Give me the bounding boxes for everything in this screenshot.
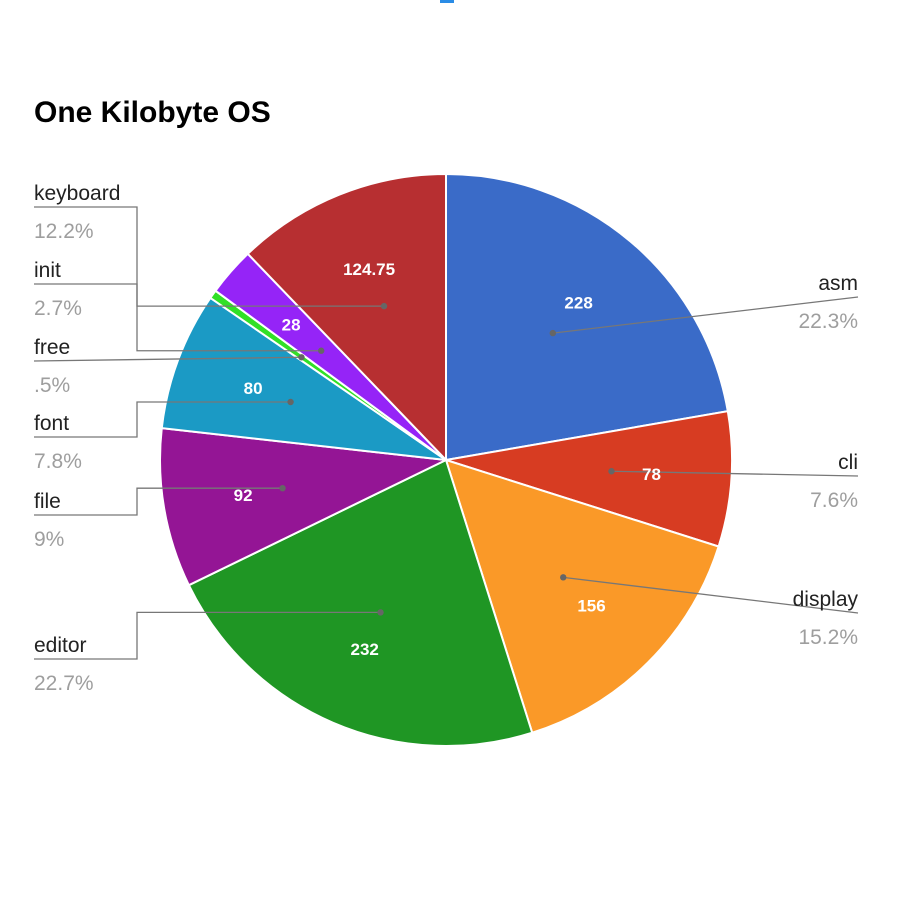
slice-value-label-keyboard: 124.75: [343, 260, 395, 279]
slice-value-label-font: 80: [244, 379, 263, 398]
category-label-asm: asm: [818, 272, 858, 295]
callout-line-cli: [611, 470, 859, 477]
slice-value-labels: 228 78 156 232 92 80 28 124.75: [234, 260, 661, 659]
category-label-editor: editor: [34, 634, 87, 657]
category-label-cli: cli: [838, 451, 858, 474]
callout-line-asm: [552, 296, 859, 334]
pie-slice-font[interactable]: [160, 296, 447, 461]
callout-dot-init: [318, 347, 325, 354]
percent-label-file: 9%: [34, 528, 64, 551]
percent-label-keyboard: 12.2%: [34, 220, 94, 243]
pie-slices: [159, 172, 733, 747]
slice-value-label-cli: 78: [642, 465, 661, 484]
callout-dot-file: [279, 484, 286, 492]
chart-title: One Kilobyte OS: [34, 96, 271, 129]
category-label-display: display: [793, 588, 859, 611]
callout-line-file: [34, 487, 283, 516]
category-label-init: init: [34, 259, 61, 282]
percent-label-font: 7.8%: [34, 450, 82, 473]
callout-line-init: [34, 283, 322, 352]
category-label-font: font: [34, 412, 69, 435]
callout-line-keyboard: [34, 206, 385, 307]
callout-dot-font: [287, 398, 294, 406]
category-label-free: free: [34, 336, 70, 359]
slice-value-label-asm: 228: [564, 293, 592, 312]
slice-value-label-init: 28: [282, 315, 301, 334]
callout-dot-cli: [608, 468, 615, 475]
pie-slice-cli[interactable]: [445, 410, 733, 548]
callout-dot-keyboard: [380, 302, 388, 310]
percent-label-asm: 22.3%: [798, 310, 858, 333]
callout-dot-free: [298, 354, 305, 361]
slice-value-label-editor: 232: [351, 640, 379, 659]
slice-value-label-file: 92: [234, 486, 253, 505]
pie-slice-asm[interactable]: [445, 172, 729, 462]
pie-slice-file[interactable]: [159, 427, 450, 587]
slice-value-label-display: 156: [577, 597, 605, 616]
callout-line-font: [34, 401, 291, 438]
callout-line-display: [563, 576, 859, 614]
callout-dot-editor: [377, 609, 384, 616]
percent-label-cli: 7.6%: [810, 489, 858, 512]
percent-label-init: 2.7%: [34, 297, 82, 320]
pie-slice-editor[interactable]: [187, 458, 534, 747]
pie-slice-display[interactable]: [444, 458, 720, 734]
top-accent-marker: [440, 0, 454, 3]
callout-dot-asm: [549, 329, 557, 337]
category-label-keyboard: keyboard: [34, 182, 120, 205]
callout-line-editor: [34, 611, 381, 660]
callout-dot-display: [560, 574, 567, 581]
callout-line-free: [33, 356, 302, 362]
percent-label-free: .5%: [34, 374, 70, 397]
pie-slice-keyboard[interactable]: [246, 172, 447, 463]
category-label-file: file: [34, 490, 61, 513]
callouts: asm 22.3% cli 7.6% display 15.2% editor 22.7% fi…: [33, 182, 859, 695]
percent-label-editor: 22.7%: [34, 672, 94, 695]
percent-label-display: 15.2%: [798, 626, 858, 649]
